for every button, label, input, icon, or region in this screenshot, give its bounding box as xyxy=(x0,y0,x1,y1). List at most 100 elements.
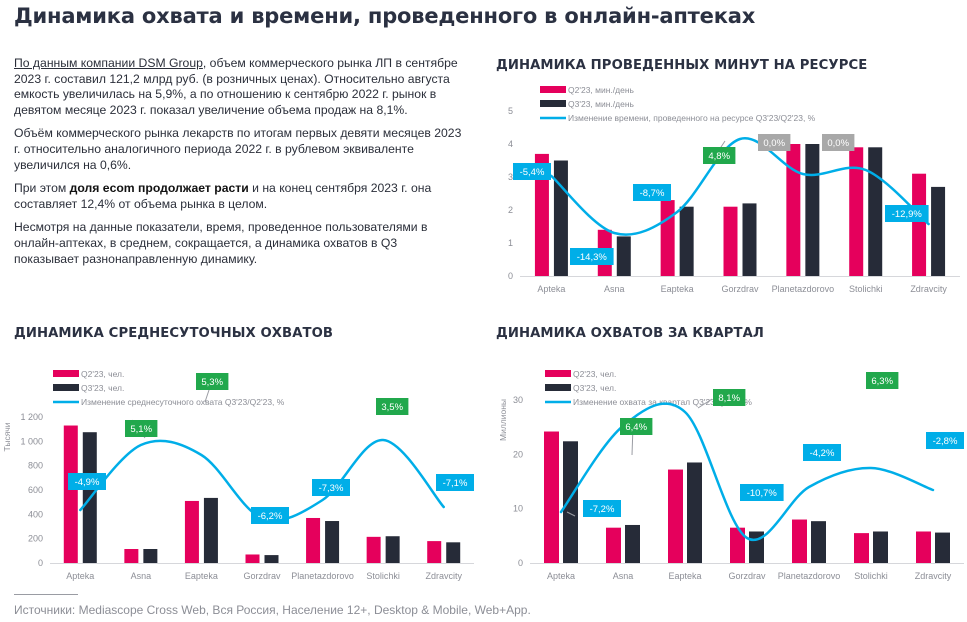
y-tick-label: 3 xyxy=(508,172,513,182)
intro-p1-text: , объем коммерческого рынка ЛП в сентябр… xyxy=(14,56,458,117)
page-title: Динамика охвата и времени, проведенного … xyxy=(14,4,756,28)
footer-divider xyxy=(14,594,78,595)
legend: Q2'23, чел. Q3'23, чел. Изменение среднесу… xyxy=(53,369,285,407)
y-tick-label: 600 xyxy=(28,485,43,495)
bar-q2 xyxy=(534,153,549,276)
change-label: -10,7% xyxy=(740,484,784,501)
change-label-box xyxy=(703,147,736,164)
bar-q2 xyxy=(427,541,442,563)
bar-q3 xyxy=(935,532,950,563)
legend-swatch-q2 xyxy=(53,370,79,377)
change-label-box xyxy=(866,372,899,389)
y-tick-label: 400 xyxy=(28,509,43,519)
dsm-group-link[interactable]: По данным компании DSM Group xyxy=(14,56,203,70)
change-label-text: -14,3% xyxy=(577,252,608,263)
change-label-text: -4,2% xyxy=(810,448,835,459)
change-label-box xyxy=(312,479,350,496)
change-label: 0,0% xyxy=(758,134,791,151)
bar-q2 xyxy=(854,533,869,563)
y-tick-label: 4 xyxy=(508,139,513,149)
x-tick-label: Stolichki xyxy=(366,571,400,581)
change-label-text: -7,1% xyxy=(443,478,468,489)
legend-label-change: Изменение среднесуточного охвата Q3'23/Q… xyxy=(81,397,285,407)
change-label-box xyxy=(583,500,621,517)
y-tick-label: 0 xyxy=(508,271,513,281)
change-label: 6,3% xyxy=(866,372,899,389)
legend-swatch-q2 xyxy=(545,370,571,377)
change-label-text: -5,4% xyxy=(520,167,545,178)
x-tick-label: Asna xyxy=(131,571,152,581)
change-label-text: 3,5% xyxy=(381,402,403,413)
y-tick-label: 2 xyxy=(508,205,513,215)
bar-q3 xyxy=(385,536,400,563)
change-label-box xyxy=(822,134,855,151)
y-tick-label: 200 xyxy=(28,534,43,544)
chart-daily: Q2'23, чел. Q3'23, чел. Изменение среднесу… xyxy=(0,360,480,590)
bar-q3 xyxy=(679,206,694,276)
change-label-box xyxy=(436,474,474,491)
change-label-box xyxy=(926,432,964,449)
intro-paragraph-4: Несмотря на данные показатели, время, пр… xyxy=(14,220,428,266)
change-label-text: -2,8% xyxy=(933,436,958,447)
bar-q2 xyxy=(544,431,559,563)
legend-swatch-q3 xyxy=(545,384,571,391)
change-label-text: 6,3% xyxy=(871,376,893,387)
bar-q3 xyxy=(931,186,946,276)
x-tick-label: Gorzdrav xyxy=(721,284,759,294)
chart-title-quarter: ДИНАМИКА ОХВАТОВ ЗА КВАРТАЛ xyxy=(496,326,764,341)
change-label-box xyxy=(68,473,106,490)
change-label-text: 8,1% xyxy=(718,393,740,404)
change-label-box xyxy=(633,184,671,201)
x-tick-label: Eapteka xyxy=(661,284,694,294)
change-label-box xyxy=(885,205,929,222)
bar-q2 xyxy=(606,527,621,563)
intro-p3-bold: доля ecom продолжает расти xyxy=(69,181,249,196)
bar-q3 xyxy=(553,160,568,276)
bar-q2 xyxy=(668,469,683,563)
bar-q2 xyxy=(660,200,675,276)
bar-q2 xyxy=(245,554,260,563)
y-tick-label: 0 xyxy=(518,558,523,568)
bar-q3 xyxy=(811,521,826,563)
legend-label-q3: Q3'23, мин./день xyxy=(568,99,635,109)
change-label-box xyxy=(125,420,158,437)
legend-swatch-q3 xyxy=(53,384,79,391)
legend: Q2'23, чел. Q3'23, чел. Изменение охвата з… xyxy=(545,369,752,407)
change-label-box xyxy=(713,389,746,406)
change-label-box xyxy=(513,163,551,180)
chart-title-minutes: ДИНАМИКА ПРОВЕДЕННЫХ МИНУТ НА РЕСУРСЕ xyxy=(496,58,868,73)
bar-q2 xyxy=(792,519,807,563)
bar-q2 xyxy=(63,425,78,563)
bar-q3 xyxy=(446,542,461,563)
x-tick-label: Zdravcity xyxy=(425,571,462,581)
change-label-box xyxy=(758,134,791,151)
chart-daily-svg: Q2'23, чел. Q3'23, чел. Изменение среднесу… xyxy=(2,369,474,581)
x-tick-label: Stolichki xyxy=(849,284,883,294)
bar-q3 xyxy=(805,144,820,276)
intro-paragraph-1: По данным компании DSM Group, объем комм… xyxy=(14,56,464,118)
chart-title-daily: ДИНАМИКА СРЕДНЕСУТОЧНЫХ ОХВАТОВ xyxy=(14,326,334,341)
legend: Q2'23, мин./день Q3'23, мин./день Изменени… xyxy=(540,85,816,123)
change-label-box xyxy=(803,444,841,461)
bar-q3 xyxy=(203,497,218,563)
x-tick-label: Planetazdorovo xyxy=(772,284,835,294)
bar-q3 xyxy=(325,521,340,563)
legend-swatch-q3 xyxy=(540,100,566,107)
label-leader-line xyxy=(697,398,713,409)
intro-p3-pre: При этом xyxy=(14,181,70,196)
bar-q3 xyxy=(563,441,578,563)
change-label: -5,4% xyxy=(513,163,551,180)
bar-q3 xyxy=(873,531,888,563)
y-tick-label: 1 200 xyxy=(20,412,43,422)
x-tick-label: Apteka xyxy=(537,284,565,294)
sources-footnote: Источники: Mediascope Cross Web, Вся Рос… xyxy=(14,603,531,617)
change-label-text: 5,3% xyxy=(201,377,223,388)
legend-label-change: Изменение охвата за квартал Q3'23/Q2'23,… xyxy=(573,397,752,407)
change-line xyxy=(550,137,930,236)
change-label-box xyxy=(376,398,409,415)
change-label: 5,1% xyxy=(125,420,158,437)
change-label: 5,3% xyxy=(196,373,229,390)
change-label: -7,1% xyxy=(436,474,474,491)
intro-text: По данным компании DSM Group, объем комм… xyxy=(14,56,464,275)
change-label: 6,4% xyxy=(620,418,653,435)
